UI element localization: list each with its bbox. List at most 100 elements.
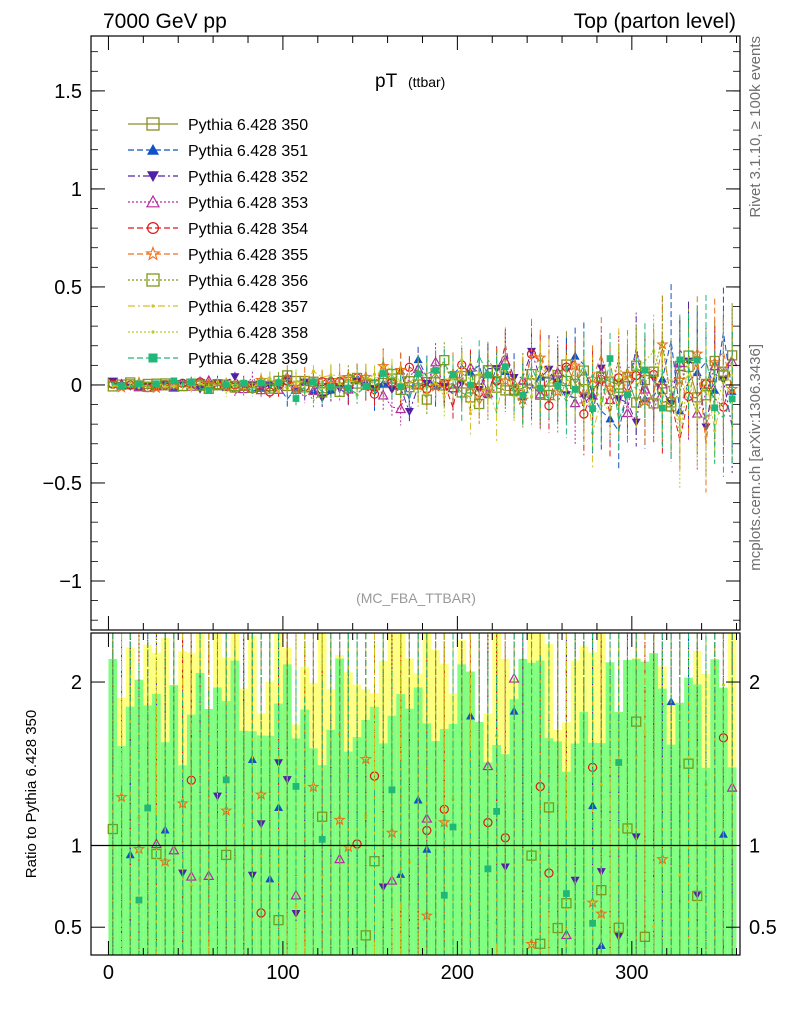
- legend-entry-label: Pythia 6.428 351: [188, 143, 308, 160]
- x-tick-label: 300: [615, 962, 648, 984]
- data-point: [387, 386, 397, 395]
- main-series: [107, 284, 739, 493]
- ratio-series-9: [112, 633, 733, 955]
- legend-marker: [147, 222, 160, 235]
- ratio-y-tick-label-right: 0.5: [749, 917, 777, 939]
- legend-marker: [146, 273, 160, 287]
- ratio-point: [625, 825, 630, 830]
- data-point: [728, 395, 736, 403]
- data-point: [464, 379, 477, 392]
- ratio-y-tick-label-right: 2: [749, 672, 760, 694]
- legend: Pythia 6.428 350 Pythia 6.428 351 Pythia 6…: [128, 117, 308, 368]
- series-9: [112, 294, 736, 477]
- series-line: [112, 357, 733, 434]
- series-line: [112, 345, 733, 415]
- x-tick-label: 0: [103, 962, 114, 984]
- ratio-point: [189, 883, 193, 887]
- ratio-bands: [108, 633, 737, 955]
- ratio-panel: 2 2 1 1 0.5 0.5 0 100 200 300 Ratio to Pythia 6.…: [23, 632, 777, 984]
- y-tick-label: 0.5: [54, 277, 82, 299]
- ratio-point: [449, 823, 457, 831]
- legend-marker: [146, 117, 160, 131]
- ratio-point: [643, 730, 647, 734]
- legend-entry-label: Pythia 6.428 359: [188, 351, 308, 368]
- main-frame: [90, 35, 741, 631]
- legend-marker: [148, 353, 158, 363]
- ratio-y-tick-label: 1: [71, 835, 82, 857]
- ratio-series: [107, 633, 738, 955]
- x-tick-label: 100: [266, 962, 299, 984]
- main-x-ticks: [107, 36, 738, 630]
- data-point: [170, 377, 178, 385]
- y-tick-label: 0: [71, 375, 82, 397]
- ratio-point: [222, 776, 230, 784]
- ratio-point: [484, 865, 492, 873]
- data-point: [338, 382, 342, 386]
- ratio-point: [176, 796, 189, 809]
- data-point: [379, 370, 387, 377]
- ratio-point: [599, 783, 603, 787]
- ratio-y-label: Ratio to Pythia 6.428 350: [23, 710, 40, 878]
- legend-entry-label: Pythia 6.428 353: [188, 195, 308, 212]
- data-point: [624, 391, 631, 399]
- rivet-version-label: Rivet 3.1.10, ≥ 100k events: [747, 36, 764, 218]
- ratio-point: [440, 891, 448, 899]
- ratio-point: [538, 850, 542, 854]
- ratio-point: [219, 804, 233, 817]
- data-point: [118, 382, 125, 390]
- series-4: [108, 319, 733, 470]
- ratio-point: [442, 838, 446, 842]
- data-point: [544, 400, 554, 411]
- ratio-point: [615, 759, 623, 766]
- y-tick-label: −0.5: [43, 473, 82, 495]
- legend-entry-label: Pythia 6.428 352: [188, 169, 308, 186]
- legend-marker: [145, 194, 161, 208]
- data-point: [713, 428, 717, 433]
- ratio-point: [678, 873, 682, 877]
- data-point: [163, 384, 167, 388]
- data-point: [468, 411, 473, 416]
- ratio-point: [563, 890, 570, 897]
- watermark: (MC_FBA_TTBAR): [356, 590, 476, 606]
- data-point: [377, 389, 389, 400]
- plot-title: pT: [375, 71, 398, 92]
- ratio-point: [589, 919, 596, 927]
- data-point: [617, 377, 621, 381]
- ratio-y-tick-label: 2: [71, 672, 82, 694]
- ratio-point: [538, 831, 542, 835]
- main-y-axis: 1.5 1 0.5 0 −0.5 −1: [43, 51, 740, 621]
- y-tick-label: 1.5: [54, 81, 82, 103]
- series-line: [112, 344, 733, 441]
- ratio-point: [242, 823, 246, 828]
- ratio-frame: [90, 632, 741, 956]
- ratio-point: [634, 754, 638, 758]
- data-point: [432, 367, 439, 374]
- data-point: [501, 363, 509, 371]
- data-point: [711, 404, 719, 412]
- legend-entry-label: Pythia 6.428 357: [188, 299, 308, 316]
- data-point: [414, 370, 422, 378]
- series-line: [112, 350, 733, 437]
- legend-marker: [151, 304, 155, 308]
- ratio-point: [292, 783, 300, 790]
- ratio-point: [268, 745, 272, 750]
- legend-entry-label: Pythia 6.428 350: [188, 117, 308, 134]
- header-right: Top (parton level): [574, 10, 736, 33]
- series-line: [112, 344, 733, 446]
- series-line: [112, 339, 733, 413]
- data-point: [257, 379, 265, 387]
- legend-entry-label: Pythia 6.428 354: [188, 221, 308, 238]
- series-line: [112, 354, 733, 421]
- ratio-point: [468, 848, 473, 852]
- legend-marker: [147, 144, 159, 155]
- legend-entry-label: Pythia 6.428 355: [188, 247, 308, 264]
- legend-marker: [151, 330, 155, 334]
- series-line: [112, 348, 733, 428]
- legend-marker: [145, 245, 161, 261]
- y-tick-label: 1: [71, 179, 82, 201]
- ratio-point: [493, 808, 500, 815]
- ratio-y-axis: 2 2 1 1 0.5 0.5: [54, 672, 777, 939]
- data-point: [187, 378, 195, 386]
- x-tick-label: 200: [441, 962, 474, 984]
